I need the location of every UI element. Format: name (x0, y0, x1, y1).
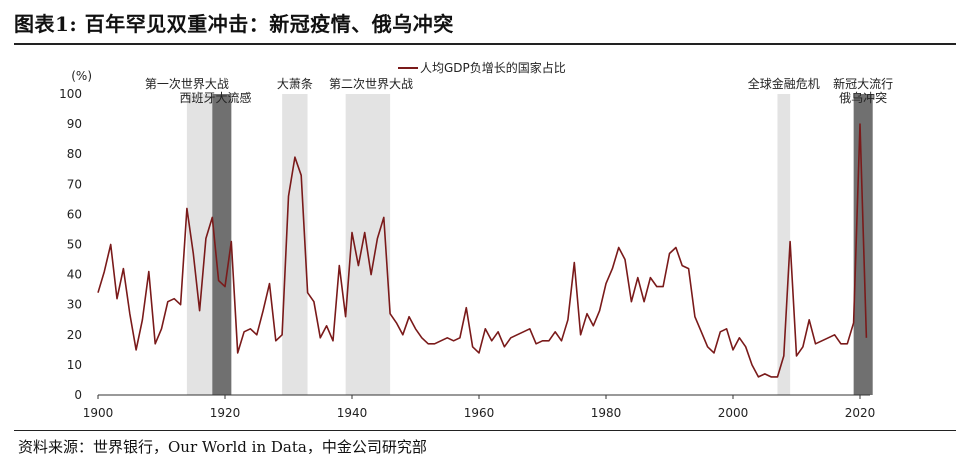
y-tick-label: 10 (67, 358, 82, 372)
series-line-0 (97, 123, 868, 378)
annotation-label: 西班牙大流感 (179, 90, 251, 105)
legend-label: 人均GDP负增长的国家占比 (420, 60, 566, 75)
chart-title: 图表1: 百年罕见双重冲击：新冠疫情、俄乌冲突 (14, 12, 454, 36)
x-tick-label: 1940 (337, 406, 368, 420)
axes: 0 10 20 30 40 50 60 70 80 90 100 (%) 1900 1920 1940 196… (59, 69, 875, 420)
y-tick-label: 20 (67, 328, 82, 342)
y-tick-label: 40 (67, 268, 82, 282)
y-tick-label: 90 (67, 117, 82, 131)
y-tick-label: 30 (67, 298, 82, 312)
y-tick-label: 60 (67, 207, 82, 221)
x-tick-label: 1920 (210, 406, 241, 420)
annotation-label: 第一次世界大战 (145, 77, 229, 91)
annotation-label: 俄乌冲突 (839, 90, 887, 105)
source-note: 资料来源：世界银行，Our World in Data，中金公司研究部 (18, 438, 427, 456)
title-rule (14, 43, 956, 45)
series-layer (97, 123, 868, 378)
shaded-band-1 (212, 94, 232, 395)
annotation-label: 新冠大流行 (833, 76, 893, 91)
x-tick-label: 2020 (845, 406, 876, 420)
y-tick-label: 50 (67, 238, 82, 252)
x-tick-label: 2000 (718, 406, 749, 420)
annotation-label: 大萧条 (277, 77, 313, 91)
y-tick-label: 70 (67, 177, 82, 191)
x-tick-label: 1960 (464, 406, 495, 420)
chart-svg: 0 10 20 30 40 50 60 70 80 90 100 (%) 1900 1920 1940 196… (59, 60, 893, 420)
shaded-band-4 (777, 94, 791, 395)
shaded-band-3 (345, 94, 391, 395)
annotation-label: 全球金融危机 (748, 76, 820, 91)
x-tick-label: 1980 (591, 406, 622, 420)
y-tick-label: 100 (59, 87, 82, 101)
y-tick-label: 80 (67, 147, 82, 161)
legend: 人均GDP负增长的国家占比 (398, 60, 566, 75)
annotation-label: 第二次世界大战 (329, 77, 413, 91)
shaded-periods (186, 94, 873, 395)
x-tick-label: 1900 (83, 406, 114, 420)
shaded-band-0 (186, 94, 213, 395)
y-tick-label: 0 (74, 388, 82, 402)
source-rule (14, 430, 956, 431)
y-axis-unit: (%) (71, 69, 92, 83)
